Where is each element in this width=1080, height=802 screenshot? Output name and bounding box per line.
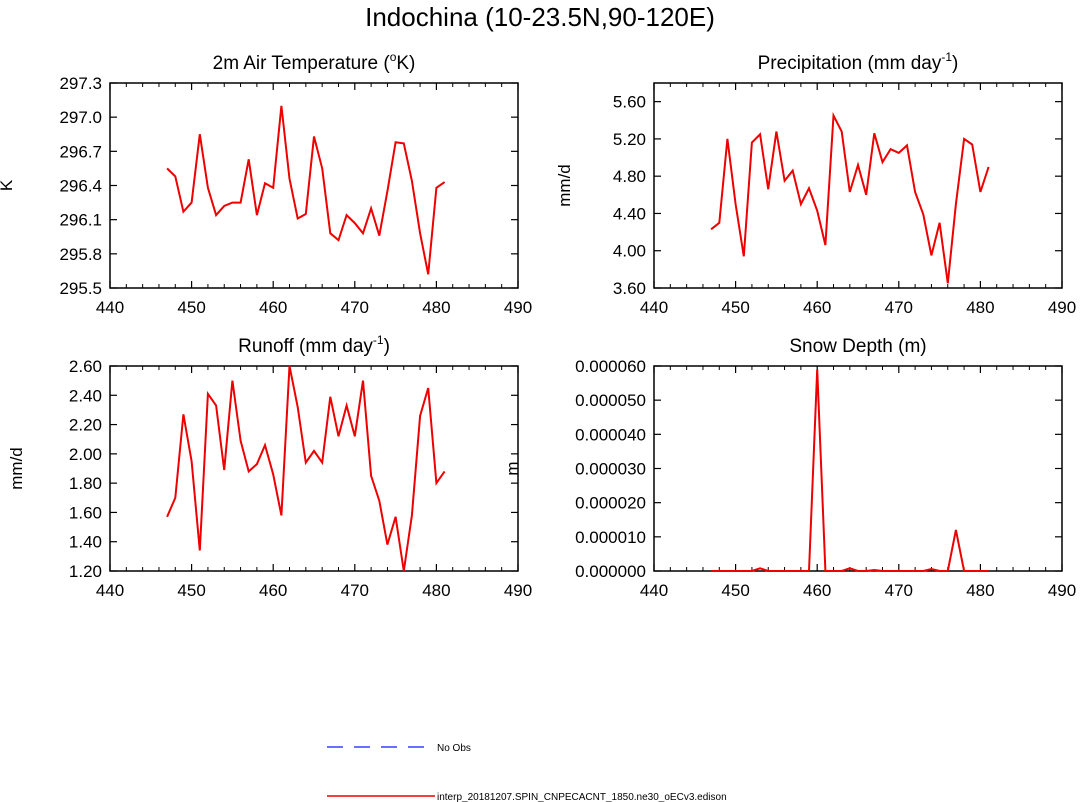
x-tick-label: 470 xyxy=(341,298,369,317)
x-tick-label: 460 xyxy=(259,581,287,600)
y-tick-label: 2.60 xyxy=(69,357,102,376)
x-tick-label: 480 xyxy=(422,298,450,317)
legend: No Obs interp_20181207.SPIN_CNPECACNT_185… xyxy=(327,743,727,802)
y-tick-label: 4.00 xyxy=(613,242,646,261)
x-tick-label: 490 xyxy=(1048,581,1076,600)
panel-title: Snow Depth (m) xyxy=(789,336,926,357)
series-line-1 xyxy=(711,369,989,572)
y-tick-label: 295.5 xyxy=(59,279,102,298)
y-axis-label: mm/d xyxy=(7,447,26,490)
x-tick-label: 440 xyxy=(640,581,668,600)
chart-panel-1: 440 450 460 470 480 490 295.5 295.8 296.1 296.4 29… xyxy=(0,50,532,317)
y-tick-label: 1.40 xyxy=(69,533,102,552)
y-tick-label: 295.8 xyxy=(59,245,102,264)
legend-label-2: interp_20181207.SPIN_CNPECACNT_1850.ne30… xyxy=(437,792,727,802)
y-tick-label: 0.000000 xyxy=(575,562,646,581)
y-tick-label: 297.0 xyxy=(59,108,102,127)
y-tick-label: 2.40 xyxy=(69,386,102,405)
y-tick-label: 1.20 xyxy=(69,562,102,581)
y-tick-label: 0.000040 xyxy=(575,425,646,444)
plot-frame xyxy=(109,365,519,572)
x-tick-label: 490 xyxy=(504,298,532,317)
legend-label-1: No Obs xyxy=(437,743,471,754)
y-tick-label: 0.000030 xyxy=(575,460,646,479)
x-tick-label: 450 xyxy=(177,581,205,600)
y-axis-label: m xyxy=(503,461,522,475)
x-tick-label: 480 xyxy=(966,298,994,317)
y-axis-label: K xyxy=(0,179,16,191)
panel-title: 2m Air Temperature (oK) xyxy=(213,50,416,74)
y-tick-label: 0.000050 xyxy=(575,391,646,410)
x-tick-label: 460 xyxy=(803,581,831,600)
y-tick-label: 0.000010 xyxy=(575,528,646,547)
y-tick-label: 0.000020 xyxy=(575,494,646,513)
y-tick-label: 5.20 xyxy=(613,130,646,149)
y-tick-label: 296.1 xyxy=(59,211,102,230)
plot-frame xyxy=(109,82,519,289)
x-tick-label: 470 xyxy=(341,581,369,600)
x-tick-label: 440 xyxy=(96,581,124,600)
x-tick-label: 450 xyxy=(721,298,749,317)
chart-panel-2: 440 450 460 470 480 490 3.60 4.00 4.40 4.80 5.20 5.… xyxy=(555,50,1076,317)
x-tick-label: 480 xyxy=(966,581,994,600)
x-tick-label: 490 xyxy=(504,581,532,600)
y-tick-label: 296.7 xyxy=(59,142,102,161)
series-line-1 xyxy=(166,105,446,275)
x-tick-label: 490 xyxy=(1048,298,1076,317)
plot-frame xyxy=(653,365,1063,572)
x-tick-label: 460 xyxy=(259,298,287,317)
x-tick-label: 470 xyxy=(885,298,913,317)
y-tick-label: 5.60 xyxy=(613,93,646,112)
y-tick-label: 0.000060 xyxy=(575,357,646,376)
y-tick-label: 1.60 xyxy=(69,503,102,522)
x-tick-label: 450 xyxy=(177,298,205,317)
series-line-1 xyxy=(710,111,990,284)
figure-title: Indochina (10-23.5N,90-120E) xyxy=(365,2,715,32)
x-tick-label: 440 xyxy=(96,298,124,317)
y-tick-label: 296.4 xyxy=(59,177,102,196)
x-tick-label: 440 xyxy=(640,298,668,317)
panel-title: Precipitation (mm day-1) xyxy=(758,50,959,74)
x-tick-label: 460 xyxy=(803,298,831,317)
x-tick-label: 470 xyxy=(885,581,913,600)
y-axis-label: mm/d xyxy=(555,164,574,207)
panel-title: Runoff (mm day-1) xyxy=(238,333,390,357)
series-line-1 xyxy=(166,365,446,572)
y-tick-label: 4.40 xyxy=(613,204,646,223)
chart-panel-3: 440 450 460 470 480 490 1.20 1.40 1.60 1.80 2.00 2.… xyxy=(7,333,532,600)
y-tick-label: 297.3 xyxy=(59,74,102,93)
y-tick-label: 2.00 xyxy=(69,445,102,464)
chart-panel-4: 440 450 460 470 480 490 0.000000 0.000010 0.0000… xyxy=(503,336,1076,600)
y-tick-label: 4.80 xyxy=(613,167,646,186)
y-tick-label: 1.80 xyxy=(69,474,102,493)
panels-group: 440 450 460 470 480 490 295.5 295.8 296.1 296.4 29… xyxy=(0,50,1076,600)
y-tick-label: 2.20 xyxy=(69,416,102,435)
y-tick-label: 3.60 xyxy=(613,279,646,298)
plot-frame xyxy=(653,82,1063,289)
x-tick-label: 480 xyxy=(422,581,450,600)
x-tick-label: 450 xyxy=(721,581,749,600)
